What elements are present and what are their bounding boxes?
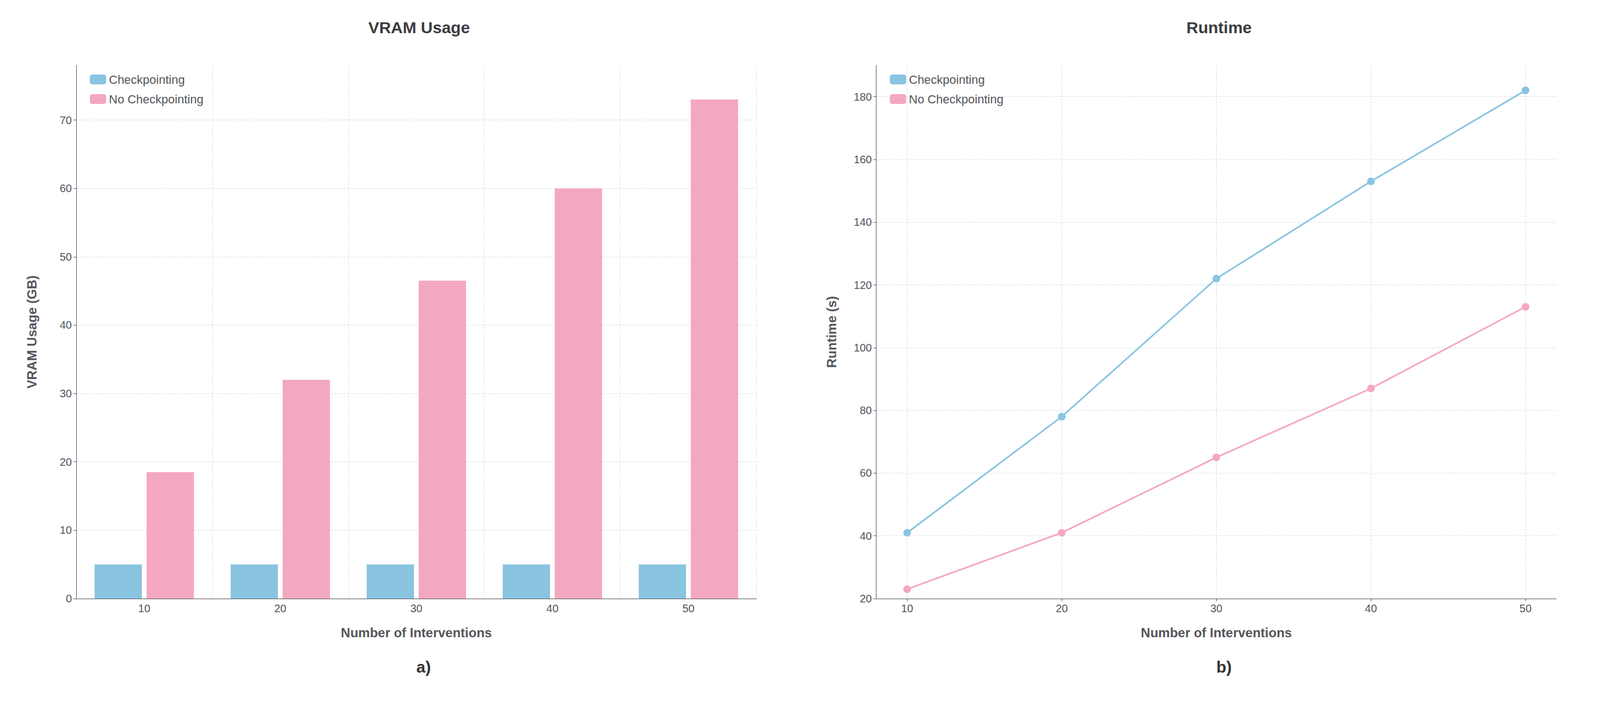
svg-text:40: 40 [59, 319, 72, 331]
svg-text:100: 100 [853, 341, 872, 354]
svg-text:20: 20 [1055, 602, 1068, 615]
svg-text:Checkpointing: Checkpointing [108, 72, 185, 87]
svg-text:40: 40 [546, 602, 559, 615]
svg-text:VRAM Usage (GB): VRAM Usage (GB) [24, 275, 40, 389]
svg-text:No Checkpointing: No Checkpointing [108, 92, 204, 107]
svg-text:140: 140 [853, 216, 872, 229]
svg-text:20: 20 [859, 592, 872, 605]
svg-text:20: 20 [59, 456, 72, 469]
svg-text:50: 50 [59, 250, 72, 263]
svg-text:60: 60 [59, 182, 72, 195]
svg-text:120: 120 [853, 279, 872, 292]
svg-text:160: 160 [853, 153, 872, 166]
svg-text:60: 60 [859, 467, 872, 480]
svg-text:10: 10 [138, 602, 151, 615]
svg-text:Number of Interventions: Number of Interventions [340, 625, 492, 641]
svg-text:Checkpointing: Checkpointing [909, 72, 985, 87]
svg-text:10: 10 [900, 602, 913, 615]
svg-text:VRAM Usage: VRAM Usage [368, 18, 470, 37]
svg-text:40: 40 [1364, 602, 1377, 615]
svg-text:180: 180 [853, 90, 872, 103]
svg-text:30: 30 [410, 602, 423, 615]
svg-text:No Checkpointing: No Checkpointing [909, 92, 1004, 107]
svg-text:40: 40 [859, 530, 872, 543]
svg-text:Number of Interventions: Number of Interventions [1141, 625, 1292, 641]
svg-text:30: 30 [1210, 602, 1223, 615]
svg-text:a): a) [416, 658, 432, 677]
svg-text:30: 30 [59, 387, 72, 400]
svg-text:b): b) [1216, 658, 1232, 677]
svg-text:10: 10 [59, 524, 72, 537]
svg-text:0: 0 [65, 592, 72, 605]
svg-text:Runtime: Runtime [1186, 18, 1252, 37]
svg-text:50: 50 [1519, 602, 1532, 615]
svg-text:20: 20 [274, 602, 287, 615]
svg-text:Runtime (s): Runtime (s) [824, 296, 839, 369]
svg-text:70: 70 [59, 114, 72, 127]
svg-text:50: 50 [682, 602, 695, 615]
svg-text:80: 80 [859, 404, 872, 417]
